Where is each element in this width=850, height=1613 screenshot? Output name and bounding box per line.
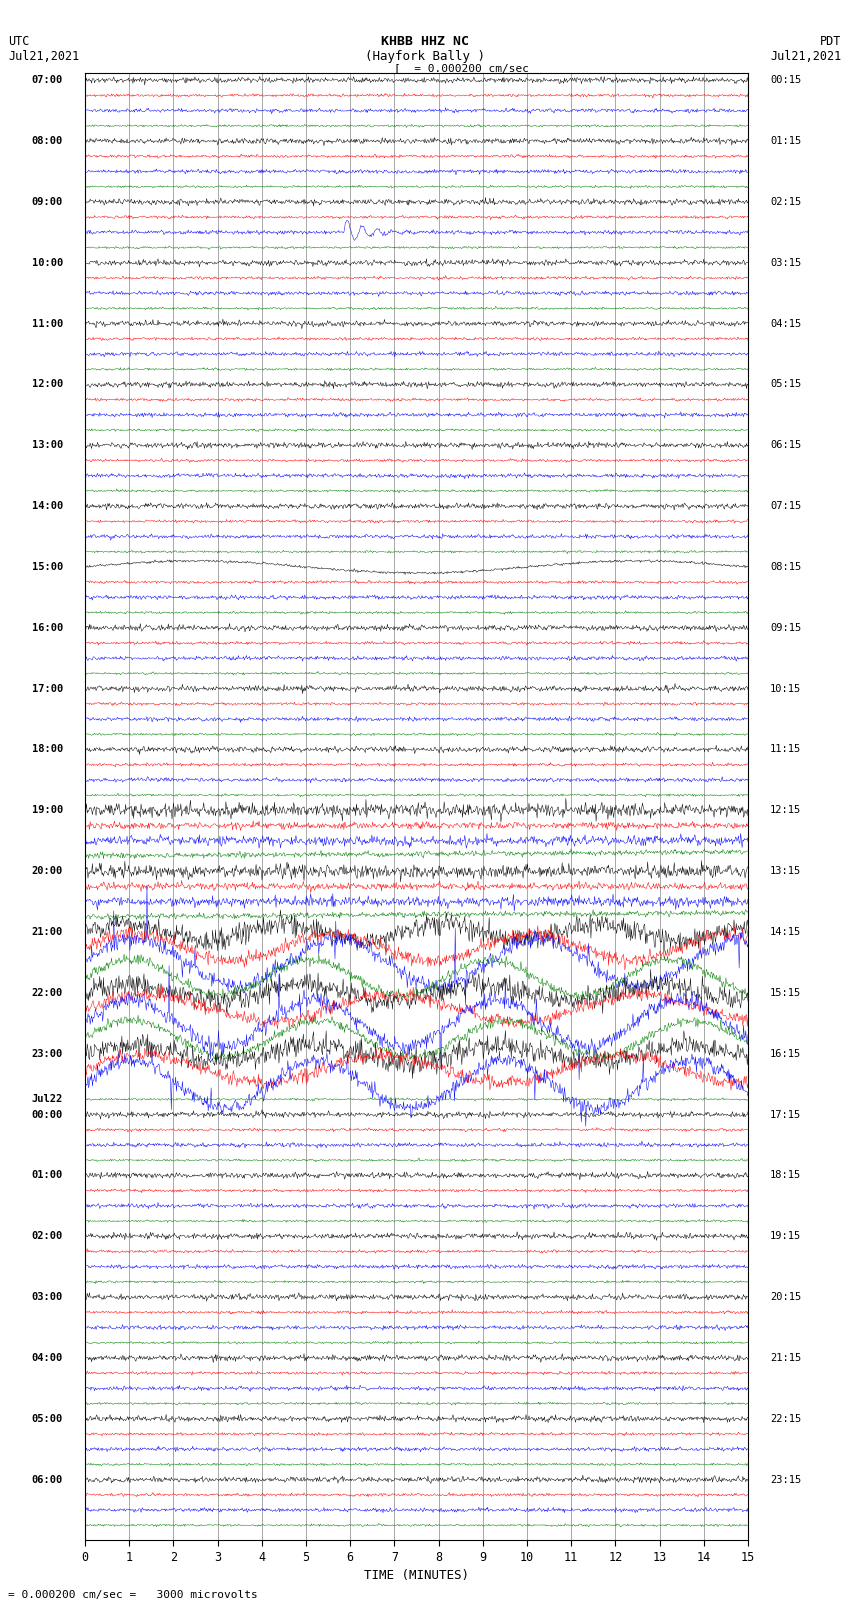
Text: 21:00: 21:00 xyxy=(31,927,63,937)
Text: 06:00: 06:00 xyxy=(31,1474,63,1484)
Text: 15:00: 15:00 xyxy=(31,561,63,573)
Text: 08:15: 08:15 xyxy=(770,561,802,573)
Text: 08:00: 08:00 xyxy=(31,135,63,147)
Text: 16:00: 16:00 xyxy=(31,623,63,632)
Text: 15:15: 15:15 xyxy=(770,987,802,998)
Text: UTC: UTC xyxy=(8,35,30,48)
Text: 22:15: 22:15 xyxy=(770,1413,802,1424)
Text: 16:15: 16:15 xyxy=(770,1048,802,1058)
Text: 12:15: 12:15 xyxy=(770,805,802,815)
Text: 00:15: 00:15 xyxy=(770,76,802,85)
Text: Jul21,2021: Jul21,2021 xyxy=(770,50,842,63)
Text: 19:00: 19:00 xyxy=(31,805,63,815)
Text: 10:00: 10:00 xyxy=(31,258,63,268)
Text: 09:15: 09:15 xyxy=(770,623,802,632)
Text: 02:15: 02:15 xyxy=(770,197,802,206)
Text: 06:15: 06:15 xyxy=(770,440,802,450)
Text: 23:00: 23:00 xyxy=(31,1048,63,1058)
X-axis label: TIME (MINUTES): TIME (MINUTES) xyxy=(364,1569,469,1582)
Text: 21:15: 21:15 xyxy=(770,1353,802,1363)
Text: PDT: PDT xyxy=(820,35,842,48)
Text: 04:00: 04:00 xyxy=(31,1353,63,1363)
Text: 11:00: 11:00 xyxy=(31,318,63,329)
Text: 10:15: 10:15 xyxy=(770,684,802,694)
Text: 03:00: 03:00 xyxy=(31,1292,63,1302)
Text: 14:15: 14:15 xyxy=(770,927,802,937)
Text: 02:00: 02:00 xyxy=(31,1231,63,1240)
Text: 12:00: 12:00 xyxy=(31,379,63,389)
Text: 07:15: 07:15 xyxy=(770,502,802,511)
Text: 05:15: 05:15 xyxy=(770,379,802,389)
Text: Jul21,2021: Jul21,2021 xyxy=(8,50,80,63)
Text: 20:15: 20:15 xyxy=(770,1292,802,1302)
Text: 03:15: 03:15 xyxy=(770,258,802,268)
Text: 17:00: 17:00 xyxy=(31,684,63,694)
Text: 01:00: 01:00 xyxy=(31,1171,63,1181)
Text: 13:00: 13:00 xyxy=(31,440,63,450)
Text: 22:00: 22:00 xyxy=(31,987,63,998)
Text: Jul22: Jul22 xyxy=(31,1094,63,1105)
Text: 07:00: 07:00 xyxy=(31,76,63,85)
Text: 04:15: 04:15 xyxy=(770,318,802,329)
Text: 09:00: 09:00 xyxy=(31,197,63,206)
Text: 17:15: 17:15 xyxy=(770,1110,802,1119)
Text: 19:15: 19:15 xyxy=(770,1231,802,1240)
Text: 00:00: 00:00 xyxy=(31,1110,63,1119)
Text: 11:15: 11:15 xyxy=(770,745,802,755)
Text: 13:15: 13:15 xyxy=(770,866,802,876)
Text: 01:15: 01:15 xyxy=(770,135,802,147)
Text: 20:00: 20:00 xyxy=(31,866,63,876)
Text: 05:00: 05:00 xyxy=(31,1413,63,1424)
Text: 23:15: 23:15 xyxy=(770,1474,802,1484)
Text: = 0.000200 cm/sec =   3000 microvolts: = 0.000200 cm/sec = 3000 microvolts xyxy=(8,1590,258,1600)
Text: (Hayfork Bally ): (Hayfork Bally ) xyxy=(365,50,485,63)
Text: KHBB HHZ NC: KHBB HHZ NC xyxy=(381,35,469,48)
Text: 14:00: 14:00 xyxy=(31,502,63,511)
Text: 18:00: 18:00 xyxy=(31,745,63,755)
Text: [  = 0.000200 cm/sec: [ = 0.000200 cm/sec xyxy=(394,63,529,73)
Text: 18:15: 18:15 xyxy=(770,1171,802,1181)
